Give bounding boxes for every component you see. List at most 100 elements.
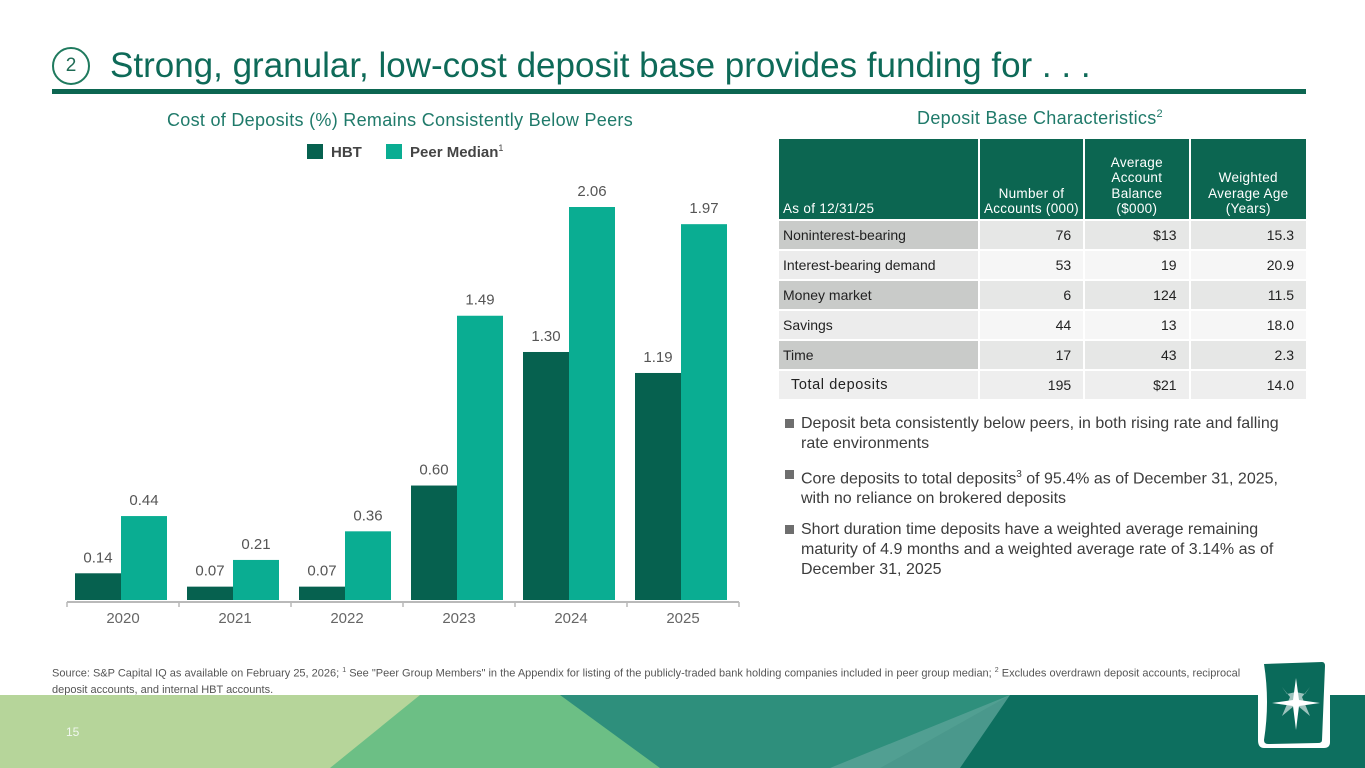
cell-balance: 13: [1085, 309, 1191, 339]
cell-accounts: 53: [979, 249, 1086, 279]
x-tick-label-2023: 2023: [442, 610, 475, 627]
bar-peer-2025: [681, 224, 727, 600]
chart-bars: 0.14 0.44 0.07 0.21 0.07 0.36 0.60 1.49 1.30 2.06…: [75, 183, 727, 600]
total-accounts: 195: [979, 369, 1086, 399]
chart-legend: HBT Peer Median1: [307, 143, 503, 161]
data-label-peer-2021: 0.21: [241, 536, 270, 553]
data-label-peer-2025: 1.97: [689, 200, 718, 217]
cell-age: 11.5: [1190, 279, 1306, 309]
chart-title: Cost of Deposits (%) Remains Consistentl…: [166, 110, 634, 130]
bullet-text: Core deposits to total deposits: [801, 470, 1017, 488]
header-weighted-age: Weighted Average Age (Years): [1190, 139, 1306, 219]
header-as-of: As of 12/31/25: [779, 139, 980, 219]
header-number-of-accounts: Number of Accounts (000): [979, 139, 1086, 219]
source-footnote: Source: S&P Capital IQ as available on F…: [52, 663, 1252, 698]
star-icon: [1272, 678, 1320, 730]
total-label: Total deposits: [779, 369, 980, 399]
legend-label-peer: Peer Median1: [410, 143, 503, 161]
bar-hbt-2021: [187, 586, 233, 600]
row-label: Noninterest-bearing: [779, 219, 980, 249]
bar-peer-2020: [121, 516, 167, 600]
footnote-text: Source: S&P Capital IQ as available on F…: [52, 667, 343, 680]
table-title-text: Deposit Base Characteristics: [917, 108, 1157, 128]
data-label-peer-2022: 0.36: [353, 507, 382, 524]
row-label: Time: [779, 339, 980, 369]
total-age: 14.0: [1190, 369, 1306, 399]
table-total-row: Total deposits 195 $21 14.0: [779, 369, 1306, 399]
legend-superscript: 1: [498, 143, 503, 153]
hbt-logo: [1258, 658, 1330, 748]
table-row: Savings 44 13 18.0: [779, 309, 1306, 339]
table-header-row: As of 12/31/25 Number of Accounts (000) …: [779, 139, 1306, 219]
footer-shape-dark: [880, 695, 1365, 768]
bullet-text-cont: of 95.4% as of December 31, 2025, with n…: [801, 470, 1278, 508]
cell-accounts: 76: [979, 219, 1086, 249]
list-item: Deposit beta consistently below peers, i…: [785, 414, 1295, 454]
row-label: Money market: [779, 279, 980, 309]
x-tick-label-2022: 2022: [330, 610, 363, 627]
bar-peer-2022: [345, 531, 391, 600]
cell-balance: $13: [1085, 219, 1191, 249]
row-label: Savings: [779, 309, 980, 339]
title-divider: [52, 89, 1306, 94]
page-title: Strong, granular, low-cost deposit base …: [110, 46, 1091, 85]
section-number: 2: [65, 55, 77, 76]
legend-swatch-peer: [386, 144, 402, 159]
table-row: Noninterest-bearing 76 $13 15.3: [779, 219, 1306, 249]
table-title: Deposit Base Characteristics2: [780, 108, 1300, 129]
footnote-text: See "Peer Group Members" in the Appendix…: [346, 667, 995, 680]
cell-balance: 19: [1085, 249, 1191, 279]
cell-accounts: 44: [979, 309, 1086, 339]
footer-shape-accent: [830, 695, 1010, 768]
footnote-superscript: 1: [342, 667, 347, 674]
table-row: Interest-bearing demand 53 19 20.9: [779, 249, 1306, 279]
page-number: 15: [66, 725, 80, 739]
deposit-base-table: As of 12/31/25 Number of Accounts (000) …: [779, 139, 1306, 399]
x-tick-label-2020: 2020: [106, 610, 139, 627]
bar-peer-2021: [233, 559, 279, 600]
bullet-square-icon: [785, 470, 794, 479]
cell-balance: 124: [1085, 279, 1191, 309]
bullet-superscript: 3: [1016, 469, 1022, 480]
table-row: Time 17 43 2.3: [779, 339, 1306, 369]
cell-accounts: 6: [979, 279, 1086, 309]
legend-label-peer-text: Peer Median: [410, 144, 498, 161]
data-label-hbt-2025: 1.19: [643, 349, 672, 366]
cell-balance: 43: [1085, 339, 1191, 369]
bar-hbt-2025: [635, 372, 681, 600]
x-tick-label-2025: 2025: [666, 610, 699, 627]
bar-hbt-2022: [299, 586, 345, 600]
cell-age: 20.9: [1190, 249, 1306, 279]
data-label-peer-2020: 0.44: [129, 492, 158, 509]
data-label-hbt-2020: 0.14: [83, 549, 112, 566]
bullet-text: Short duration time deposits have a weig…: [801, 521, 1274, 579]
data-label-hbt-2024: 1.30: [531, 328, 560, 345]
bullet-text: Deposit beta consistently below peers, i…: [801, 415, 1279, 452]
data-label-hbt-2022: 0.07: [307, 563, 336, 580]
bullet-square-icon: [785, 419, 794, 428]
data-label-peer-2024: 2.06: [577, 183, 606, 200]
cell-age: 18.0: [1190, 309, 1306, 339]
table-title-superscript: 2: [1156, 108, 1163, 120]
data-label-peer-2023: 1.49: [465, 292, 494, 309]
section-number-badge: 2: [52, 47, 90, 85]
cell-age: 2.3: [1190, 339, 1306, 369]
header-average-balance: Average Account Balance ($000): [1085, 139, 1191, 219]
footer-decoration: [0, 695, 1365, 768]
cost-of-deposits-chart: HBT Peer Median1 0.14 0.44 0.07 0.21 0.07 0.3…: [66, 143, 740, 627]
bar-hbt-2020: [75, 573, 121, 600]
legend-label-hbt: HBT: [331, 144, 362, 161]
key-points-list: Deposit beta consistently below peers, i…: [785, 414, 1295, 591]
bar-peer-2024: [569, 207, 615, 600]
data-label-hbt-2023: 0.60: [419, 462, 448, 479]
x-tick-label-2024: 2024: [554, 610, 587, 627]
footnote-superscript: 2: [994, 667, 999, 674]
list-item: Short duration time deposits have a weig…: [785, 520, 1295, 580]
cell-age: 15.3: [1190, 219, 1306, 249]
footnote-text: Excludes overdrawn deposit accounts, rec…: [52, 667, 1241, 696]
data-label-hbt-2021: 0.07: [195, 563, 224, 580]
bar-hbt-2024: [523, 351, 569, 600]
x-axis: 2020 2021 2022 2023 2024 2025: [66, 601, 740, 627]
table-row: Money market 6 124 11.5: [779, 279, 1306, 309]
bullet-square-icon: [785, 525, 794, 535]
